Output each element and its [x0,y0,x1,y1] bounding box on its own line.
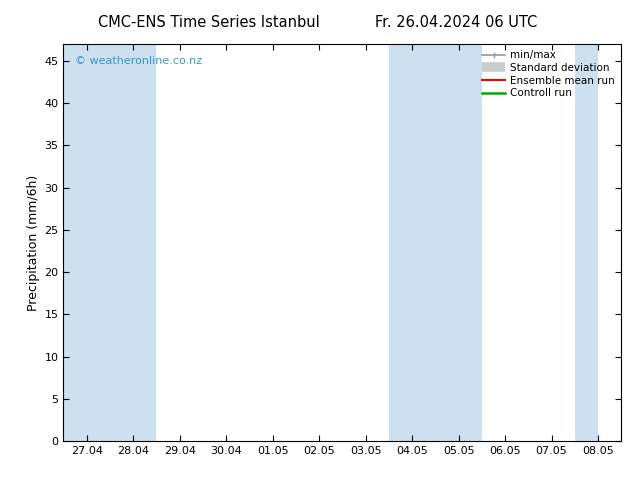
Bar [63,44,110,441]
Text: Fr. 26.04.2024 06 UTC: Fr. 26.04.2024 06 UTC [375,15,538,30]
Text: CMC-ENS Time Series Istanbul: CMC-ENS Time Series Istanbul [98,15,320,30]
Bar [389,44,436,441]
Bar [436,44,482,441]
Bar [110,44,157,441]
Bar [575,44,598,441]
Legend: min/max, Standard deviation, Ensemble mean run, Controll run: min/max, Standard deviation, Ensemble me… [479,47,618,101]
Y-axis label: Precipitation (mm/6h): Precipitation (mm/6h) [27,174,40,311]
Text: © weatheronline.co.nz: © weatheronline.co.nz [75,56,202,66]
